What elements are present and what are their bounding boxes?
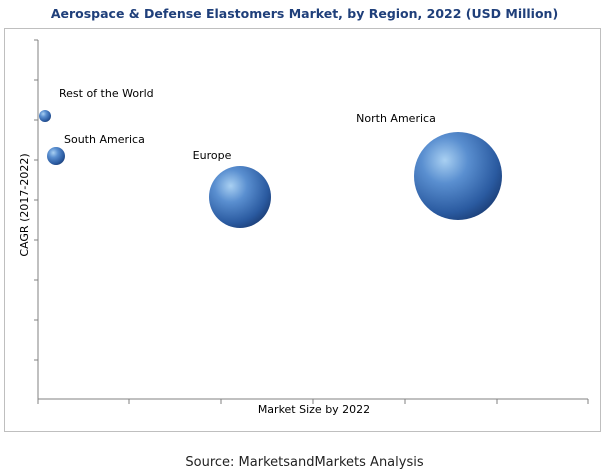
bubble-label-south-america: South America [64, 133, 145, 146]
chart-title: Aerospace & Defense Elastomers Market, b… [50, 6, 559, 21]
y-axis-label: CAGR (2017-2022) [18, 153, 31, 256]
source-note: Source: MarketsandMarkets Analysis [185, 455, 424, 470]
bubble-south-america [47, 147, 65, 165]
x-axis-label: Market Size by 2022 [258, 403, 370, 416]
bubbles: Rest of the World South America Europe Nort… [39, 87, 502, 228]
bubble-europe [209, 166, 271, 228]
bubble-label-north-america: North America [356, 112, 436, 125]
axis-ticks [34, 39, 589, 404]
bubble-rest-of-the-world [39, 110, 51, 122]
bubble-north-america [414, 132, 502, 220]
chart-frame [4, 28, 601, 432]
bubble-label-rest-of-the-world: Rest of the World [59, 87, 154, 100]
bubble-label-europe: Europe [193, 149, 232, 162]
